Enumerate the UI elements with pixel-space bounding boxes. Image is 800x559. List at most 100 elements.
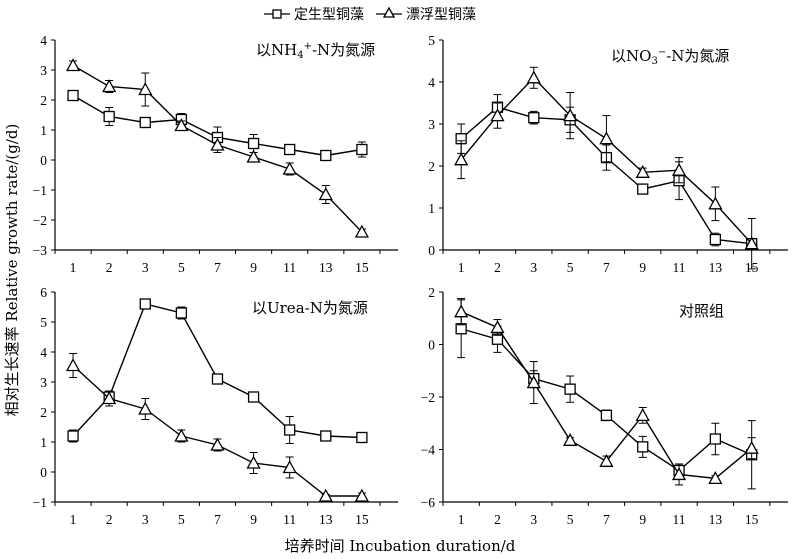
data-point-triangle [708,471,723,485]
panel-title-urea: 以Urea-N为氮源 [252,299,368,317]
data-point-triangle [744,236,759,250]
y-tick-label: 1 [428,201,435,216]
data-point-triangle [526,70,541,84]
panel-title-nh4: 以NH4+-N为氮源 [256,41,375,61]
x-tick-label: 9 [639,512,646,527]
x-tick-label: 2 [106,512,113,527]
x-tick-label: 13 [709,260,723,275]
series-floating-control [454,298,759,486]
x-tick-label: 5 [178,512,185,527]
data-point-square [320,149,332,162]
data-point-triangle [318,488,333,502]
data-point-triangle [354,488,369,502]
series-line [72,364,362,497]
data-point-triangle [354,224,369,238]
data-point-triangle [174,428,189,442]
y-tick-label: −2 [421,390,435,405]
data-point-triangle [65,58,81,72]
data-point-square [139,298,151,310]
data-point-triangle [246,455,261,469]
x-tick-label: 13 [319,260,333,275]
x-tick-label: 7 [214,260,221,275]
y-tick-label: 3 [40,63,47,78]
data-point-square [356,143,368,156]
x-tick-label: 3 [142,260,149,275]
data-point-triangle [454,152,469,166]
data-point-triangle [210,137,225,151]
series-line [460,328,752,472]
data-point-square [356,431,368,444]
series-floating-urea [65,353,369,502]
x-tick-label: 13 [319,512,333,527]
data-point-square [103,110,115,123]
data-point-triangle [563,432,578,446]
y-tick-label: 2 [40,405,47,420]
data-point-square [564,383,576,395]
data-point-square [600,409,613,422]
data-point-triangle [102,79,117,93]
x-tick-label: 2 [106,260,113,275]
data-point-square [709,433,722,445]
x-tick-label: 9 [250,512,257,527]
y-tick-label: 2 [428,285,435,300]
x-tick-label: 3 [530,260,537,275]
data-point-triangle [138,401,153,415]
data-point-square [709,233,722,246]
data-point-triangle [744,440,759,454]
x-tick-label: 1 [458,260,465,275]
x-tick-label: 9 [250,260,257,275]
x-tick-label: 11 [673,260,686,275]
legend-item-floating: 漂浮型铜藻 [376,6,476,23]
data-point-triangle [246,149,261,163]
triangle-marker-icon [382,6,396,18]
y-tick-label: 0 [40,465,47,480]
data-point-square [247,137,260,150]
x-tick-label: 5 [567,260,574,275]
data-point-square [637,183,649,195]
data-point-triangle [282,161,297,175]
y-tick-label: 3 [40,375,47,390]
legend-label-floating: 漂浮型铜藻 [406,7,476,23]
data-point-triangle [65,358,81,372]
x-tick-label: 7 [603,260,610,275]
x-tick-label: 1 [70,260,77,275]
data-point-triangle [102,391,117,405]
legend-label-sessile: 定生型铜藻 [294,7,364,23]
y-tick-label: −6 [421,495,436,510]
x-tick-label: 9 [639,260,646,275]
y-tick-label: 3 [428,117,435,132]
x-tick-label: 7 [603,512,610,527]
data-point-triangle [635,164,650,178]
x-tick-label: 3 [530,512,537,527]
data-point-triangle [599,131,614,145]
legend: 定生型铜藻 漂浮型铜藻 [264,6,476,23]
data-point-square [528,112,540,124]
y-tick-label: 4 [40,345,47,360]
data-point-triangle [138,82,153,96]
data-point-square [139,116,151,129]
series-floating-no3 [454,66,759,270]
x-tick-label: 15 [355,260,369,275]
y-tick-label: 4 [428,75,435,90]
data-point-triangle [671,467,687,481]
x-tick-label: 7 [214,512,221,527]
y-tick-label: 1 [40,435,47,450]
x-tick-label: 11 [283,260,296,275]
panel-urea: 以Urea-N为氮源 −1 0 1 2 3 4 5 6 1 2 3 5 7 9 11 13 15 [33,285,398,527]
series-floating-nh4 [65,58,369,238]
data-point-square [284,143,296,156]
data-point-triangle [635,408,650,422]
data-point-triangle [563,108,578,122]
data-point-triangle [318,187,333,201]
data-point-square [284,424,296,436]
x-tick-label: 3 [142,512,149,527]
y-tick-label: −2 [33,213,47,228]
y-tick-label: 1 [40,123,47,138]
y-tick-label: −4 [421,443,436,458]
y-tick-label: −1 [33,495,47,510]
panel-nh4: 以NH4+-N为氮源 −3 −2 −1 0 1 2 3 4 1 2 3 5 7 9 11 13 15 [33,33,398,275]
x-axis-label: 培养时间 Incubation duration/d [285,537,516,555]
data-point-triangle [671,162,687,176]
panel-title-no3: 以NO3−-N为氮源 [611,47,729,67]
